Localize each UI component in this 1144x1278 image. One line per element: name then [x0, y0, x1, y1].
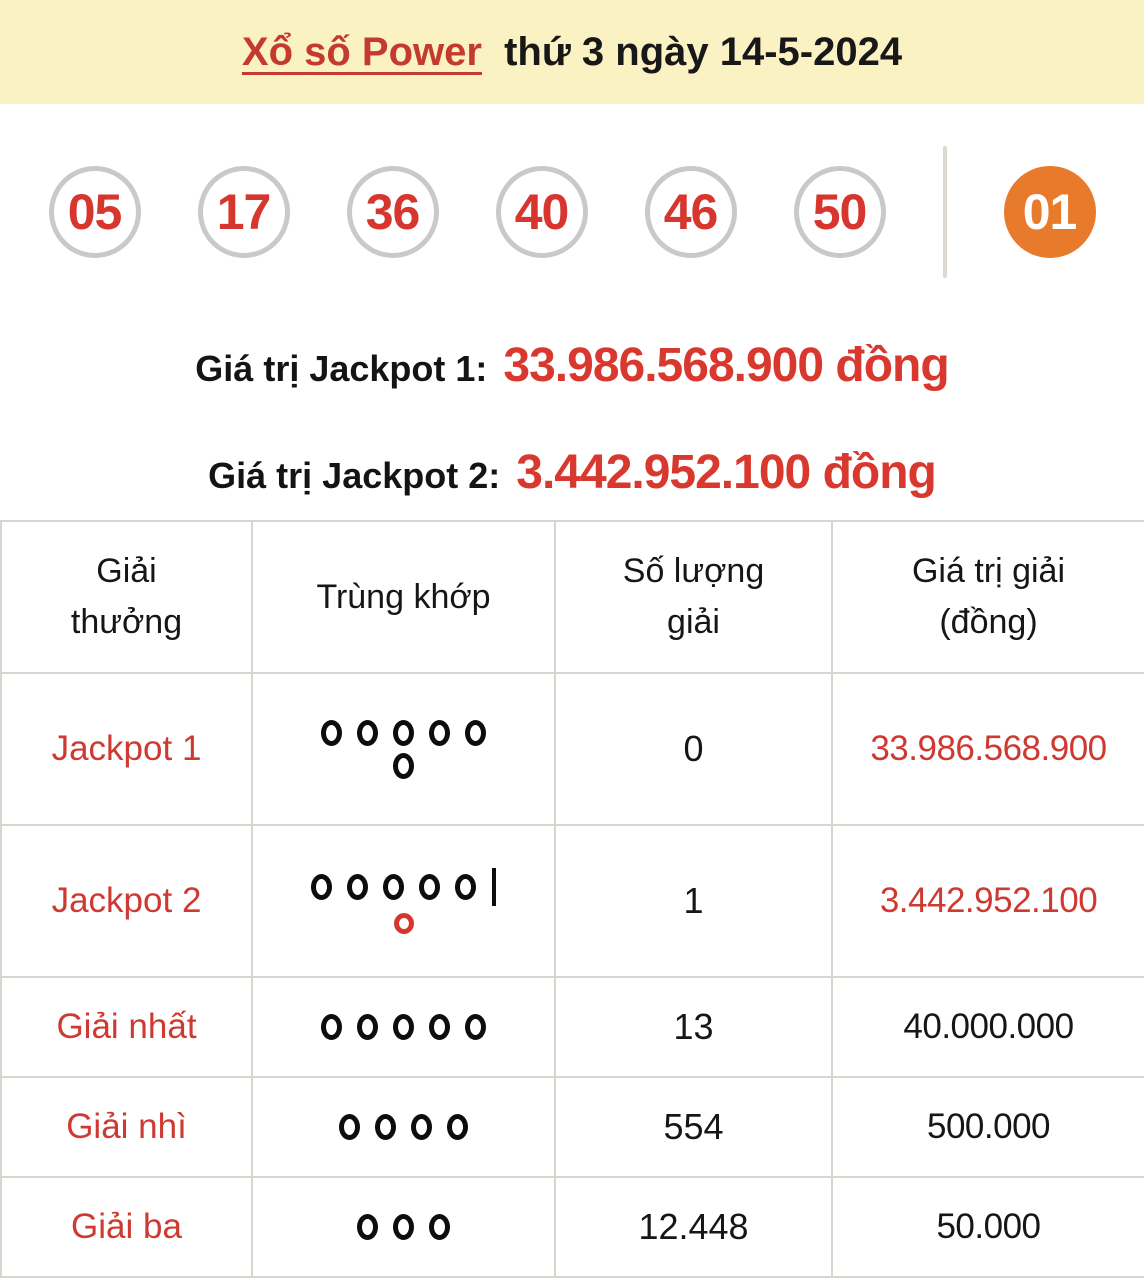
- match-circle: [393, 1014, 414, 1040]
- match-circle: [375, 1114, 396, 1140]
- match-circle: [465, 1014, 486, 1040]
- table-row: Giải ba 12.448 50.000: [0, 1176, 1144, 1278]
- main-ball: 46: [644, 166, 737, 258]
- table-row: Jackpot 1 0 33.986.568.900: [0, 672, 1144, 826]
- match-circles-row: [321, 719, 486, 746]
- match-circle: [357, 1214, 378, 1240]
- prize-count: 1: [554, 824, 833, 978]
- match-circle: [429, 1214, 450, 1240]
- col-header-value: Giá trị giải (đồng): [831, 520, 1144, 674]
- main-ball: 05: [48, 166, 141, 258]
- prize-count: 554: [554, 1076, 833, 1178]
- match-circle: [411, 1114, 432, 1140]
- prize-name: Giải nhất: [0, 976, 253, 1078]
- main-ball: 40: [495, 166, 588, 258]
- power-ball: 01: [1003, 166, 1096, 258]
- main-ball: 17: [197, 166, 290, 258]
- match-circle: [465, 719, 486, 746]
- jackpot1-label: Giá trị Jackpot 1:: [195, 348, 488, 389]
- prize-value: 33.986.568.900: [831, 672, 1144, 826]
- power-divider: [942, 146, 947, 278]
- jackpot2-value: 3.442.952.100 đồng: [516, 446, 937, 499]
- prize-table: Giải thưởng Trùng khớp Số lượng giải Giá…: [0, 520, 1144, 1278]
- prize-value: 500.000: [831, 1076, 1144, 1178]
- match-circles-row: [321, 1014, 486, 1040]
- match-pattern: [251, 672, 556, 826]
- draw-date-text: thứ 3 ngày 14-5-2024: [504, 29, 903, 74]
- table-row: Giải nhì 554 500.000: [0, 1076, 1144, 1178]
- match-separator-bar: [492, 868, 496, 906]
- page-title: Xổ số Power thứ 3 ngày 14-5-2024: [242, 30, 902, 75]
- header-banner: Xổ số Power thứ 3 ngày 14-5-2024: [0, 0, 1144, 104]
- match-circle: [393, 719, 414, 746]
- match-circle: [347, 874, 368, 900]
- table-row: Giải nhất 13 40.000.000: [0, 976, 1144, 1078]
- col-header-prize: Giải thưởng: [0, 520, 253, 674]
- match-extra-row: [393, 752, 414, 779]
- lottery-name-link[interactable]: Xổ số Power: [241, 29, 482, 74]
- match-circle: [321, 1014, 342, 1040]
- col-header-match: Trùng khớp: [251, 520, 556, 674]
- match-circles-row: [339, 1114, 468, 1140]
- prize-name: Jackpot 1: [0, 672, 253, 826]
- match-circle: [339, 1114, 360, 1140]
- prize-count: 12.448: [554, 1176, 833, 1278]
- main-ball: 50: [793, 166, 886, 258]
- power-match-circle: [393, 913, 414, 934]
- match-pattern: [251, 824, 556, 978]
- match-circle: [393, 1214, 414, 1240]
- col-header-count: Số lượng giải: [554, 520, 833, 674]
- match-extra-row: [393, 913, 414, 934]
- prize-count: 13: [554, 976, 833, 1078]
- prize-name: Jackpot 2: [0, 824, 253, 978]
- match-circle: [429, 1014, 450, 1040]
- jackpot2-label: Giá trị Jackpot 2:: [208, 455, 501, 496]
- match-pattern: [251, 976, 556, 1078]
- match-circle: [311, 874, 332, 900]
- match-circle: [383, 874, 404, 900]
- match-pattern: [251, 1076, 556, 1178]
- jackpot2-line: Giá trị Jackpot 2: 3.442.952.100 đồng: [0, 445, 1144, 500]
- match-circle: [357, 719, 378, 746]
- prize-value: 3.442.952.100: [831, 824, 1144, 978]
- match-circles-row: [311, 868, 496, 906]
- prize-value: 50.000: [831, 1176, 1144, 1278]
- match-circle: [455, 874, 476, 900]
- match-circles-row: [357, 1214, 450, 1240]
- prize-table-header-row: Giải thưởng Trùng khớp Số lượng giải Giá…: [0, 520, 1144, 674]
- match-circle: [357, 1014, 378, 1040]
- prize-name: Giải ba: [0, 1176, 253, 1278]
- match-circle: [419, 874, 440, 900]
- winning-numbers-row: 05 17 36 40 46 50 01: [0, 146, 1144, 278]
- match-circle: [429, 719, 450, 746]
- table-row: Jackpot 2 1 3.442.952.100: [0, 824, 1144, 978]
- prize-count: 0: [554, 672, 833, 826]
- prize-value: 40.000.000: [831, 976, 1144, 1078]
- jackpot1-value: 33.986.568.900 đồng: [503, 339, 949, 392]
- prize-name: Giải nhì: [0, 1076, 253, 1178]
- match-circle: [393, 752, 414, 779]
- match-circle: [321, 719, 342, 746]
- match-pattern: [251, 1176, 556, 1278]
- match-circle: [447, 1114, 468, 1140]
- jackpot1-line: Giá trị Jackpot 1: 33.986.568.900 đồng: [0, 338, 1144, 393]
- main-ball: 36: [346, 166, 439, 258]
